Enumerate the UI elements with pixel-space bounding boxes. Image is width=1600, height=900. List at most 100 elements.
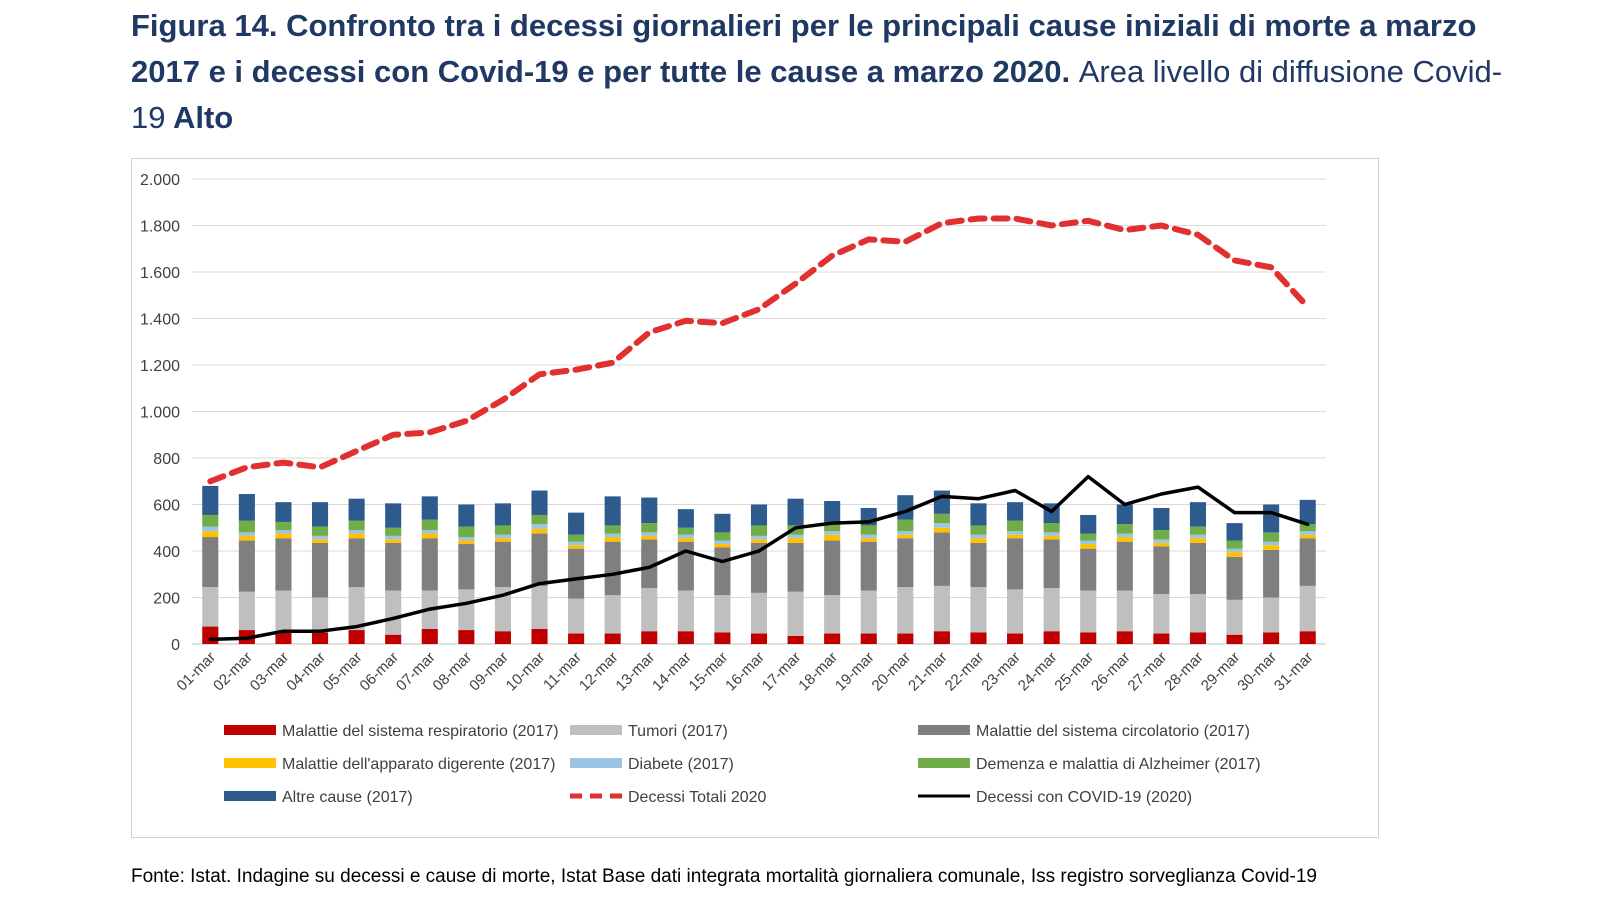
bar-segment: [531, 585, 548, 629]
bar-segment: [568, 534, 585, 542]
bar-segment: [641, 532, 658, 536]
y-tick-label: 1.800: [140, 219, 180, 236]
bar-segment: [1043, 535, 1060, 540]
x-tick-label: 21-mar: [905, 649, 951, 695]
bar-segment: [604, 595, 621, 634]
bar-segment: [787, 591, 804, 636]
x-tick-label: 18-mar: [795, 649, 841, 695]
x-tick-label: 19-mar: [832, 649, 878, 695]
bar-segment: [1080, 514, 1097, 534]
bar-segment: [1299, 585, 1316, 632]
bar-segment: [970, 542, 987, 588]
bar-segment: [275, 590, 292, 633]
bar-segment: [970, 534, 987, 539]
bar-segment: [1263, 541, 1280, 546]
bar-segment: [531, 528, 548, 534]
bar-segment: [238, 494, 255, 521]
bar-segment: [1299, 538, 1316, 586]
bar-segment: [421, 496, 438, 520]
bar-segment: [714, 540, 731, 545]
figure-title-area: Area livello di diffusione Covid-19: [131, 54, 1503, 135]
bar-segment: [458, 589, 475, 631]
bar-segment: [568, 598, 585, 634]
bar-segment: [238, 520, 255, 533]
bar-segment: [348, 498, 365, 521]
bar-segment: [604, 533, 621, 538]
bar-segment: [824, 540, 841, 596]
bar-segment: [1263, 545, 1280, 550]
bar-segment: [1189, 594, 1207, 633]
bar-segment: [1007, 520, 1024, 532]
bar-segment: [1080, 540, 1097, 545]
y-tick-label: 200: [153, 591, 180, 608]
bar-segment: [494, 534, 511, 539]
bar-segment: [641, 631, 658, 644]
y-tick-label: 1.000: [140, 405, 180, 422]
bar-segment: [677, 631, 694, 644]
bar-segment: [897, 519, 914, 532]
bar-segment: [531, 533, 548, 586]
y-tick-label: 2.000: [140, 172, 180, 189]
bar-segment: [385, 535, 402, 540]
x-tick-label: 30-mar: [1234, 649, 1280, 695]
bar-segment: [458, 630, 475, 644]
bar-segment: [897, 587, 914, 634]
line-series-totali-2020: [207, 215, 1311, 485]
bar-segment: [531, 628, 548, 644]
bar-segment: [1116, 504, 1133, 525]
bar-segment: [787, 525, 804, 535]
x-tick-label: 13-mar: [612, 649, 658, 695]
bar-segment: [1116, 524, 1133, 534]
x-tick-label: 05-mar: [320, 649, 366, 695]
y-tick-label: 0: [171, 637, 180, 654]
bar-segment: [311, 526, 329, 536]
bar-segment: [568, 633, 585, 644]
y-tick-label: 400: [153, 544, 180, 561]
bar-segment: [1299, 534, 1316, 539]
bar-segment: [202, 514, 219, 527]
bar-segment: [933, 631, 950, 644]
bar-segment: [1263, 549, 1280, 598]
bar-segment: [348, 587, 365, 631]
bar-segment: [458, 544, 475, 590]
bar-segment: [641, 523, 658, 533]
bar-segment: [494, 587, 511, 632]
bar-segment: [897, 531, 914, 535]
figure-label: Figura 14.: [131, 8, 278, 43]
bar-segment: [238, 540, 255, 592]
bar-segment: [1080, 548, 1097, 591]
x-tick-label: 11-mar: [540, 649, 585, 694]
bar-segment: [1226, 599, 1243, 635]
bar-segment: [824, 534, 841, 541]
y-tick-label: 800: [153, 451, 180, 468]
x-tick-label: 27-mar: [1125, 649, 1171, 695]
bar-segment: [604, 537, 621, 542]
bar-segment: [860, 633, 877, 644]
bar-segment: [275, 530, 292, 534]
bar-segment: [604, 633, 621, 644]
bar-segment: [897, 538, 914, 588]
bar-segment: [1189, 534, 1207, 539]
x-tick-label: 26-mar: [1088, 649, 1134, 695]
bar-segment: [1043, 539, 1060, 589]
bar-segment: [494, 538, 511, 542]
bar-segment: [311, 542, 329, 598]
y-tick-label: 600: [153, 498, 180, 515]
chart-frame: 0 200 400 600 800 1.000 1.200 1.400 1.600 1.800 2.…: [131, 158, 1379, 838]
bar-segment: [1299, 524, 1316, 532]
bar-segment: [1189, 632, 1207, 644]
bar-segment: [458, 540, 475, 545]
bar-segment: [933, 490, 950, 514]
x-tick-label: 23-mar: [978, 649, 1024, 695]
bar-segment: [824, 521, 841, 532]
bar-segment: [1226, 540, 1243, 549]
bar-segment: [933, 527, 950, 533]
bar-segment: [1080, 533, 1097, 541]
bar-segment: [1043, 631, 1060, 644]
bar-segment: [714, 513, 731, 533]
bar-segment: [311, 539, 329, 543]
x-tick-label: 12-mar: [576, 649, 622, 695]
bar-segment: [531, 524, 548, 529]
bar-segment: [238, 535, 255, 541]
bar-segment: [1226, 548, 1243, 553]
